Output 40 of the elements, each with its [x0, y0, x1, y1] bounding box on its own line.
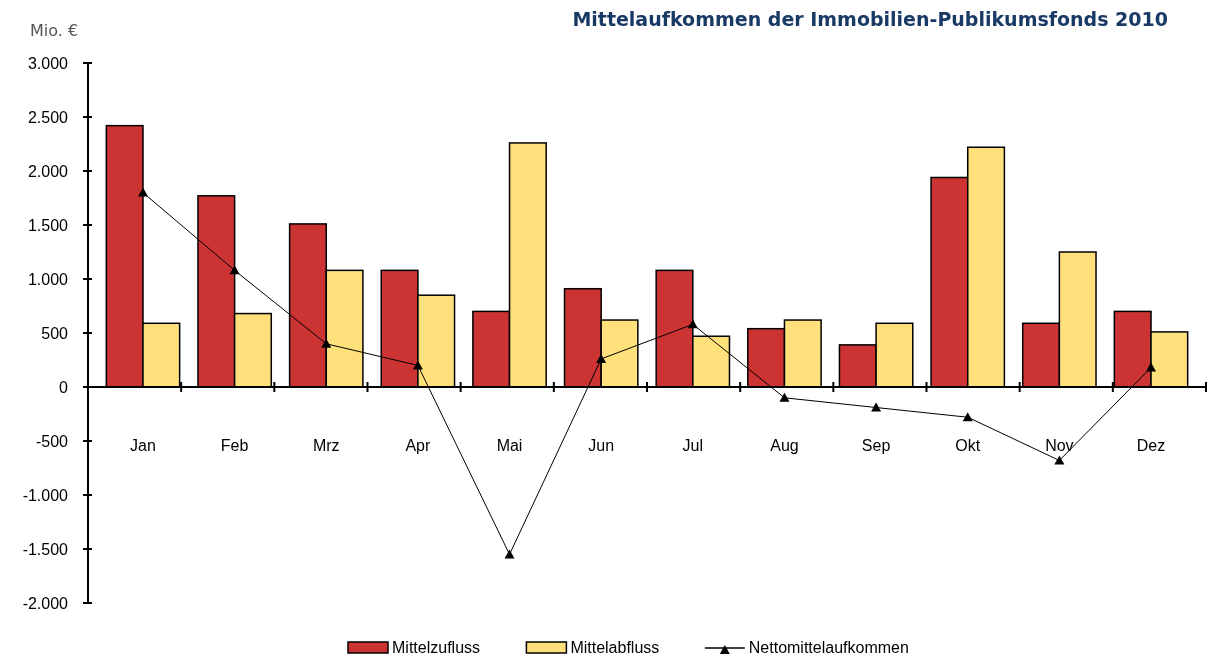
y-tick-label: 2.500 — [27, 108, 69, 126]
point — [1146, 362, 1157, 372]
y-tick-label: -1.500 — [22, 540, 69, 558]
x-tick-label: Jul — [682, 437, 704, 454]
x-tick-label: Okt — [955, 437, 981, 454]
x-tick-label: Feb — [220, 437, 249, 454]
point — [321, 338, 332, 348]
x-tick-label: Jun — [588, 437, 615, 454]
y-tick-label: 500 — [41, 324, 69, 342]
point — [412, 360, 423, 370]
chart-title: Mittelaufkommen der Immobilien-Publikumsfonds 2010 — [572, 8, 1168, 30]
point — [779, 392, 790, 402]
x-tick-label: Jan — [130, 437, 156, 454]
point — [871, 402, 882, 412]
point — [1054, 455, 1065, 465]
legend-label: Mittelzufluss — [392, 639, 481, 656]
y-axis-title: Mio. € — [30, 21, 79, 40]
x-tick-label: Apr — [405, 437, 432, 454]
x-tick-label: Mrz — [312, 437, 340, 454]
y-tick-label: 1.000 — [27, 270, 69, 288]
legend-label: Nettomittelaufkommen — [748, 639, 909, 656]
x-tick-label: Dez — [1136, 437, 1166, 454]
legend-label: Mittelabfluss — [570, 639, 660, 656]
point — [504, 549, 515, 559]
x-tick-label: Mai — [496, 437, 523, 454]
point — [229, 265, 240, 275]
y-tick-label: 1.500 — [27, 216, 69, 234]
y-tick-label: -1.000 — [22, 486, 69, 504]
y-tick-label: 0 — [59, 378, 69, 396]
y-tick-label: 3.000 — [27, 54, 69, 72]
y-tick-label: -2.000 — [22, 594, 69, 612]
x-tick-label: Sep — [861, 437, 891, 454]
point — [687, 319, 698, 329]
x-tick-label: Nov — [1045, 437, 1074, 454]
point — [137, 187, 148, 197]
y-tick-label: -500 — [35, 432, 69, 450]
y-tick-label: 2.000 — [27, 162, 69, 180]
x-tick-label: Aug — [770, 437, 799, 454]
point — [596, 353, 607, 363]
point — [962, 412, 973, 422]
